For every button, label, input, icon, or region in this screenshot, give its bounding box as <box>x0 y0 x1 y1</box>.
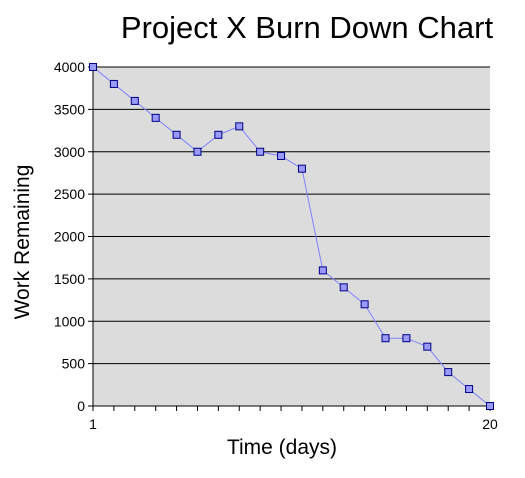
data-point <box>297 164 306 173</box>
y-tick-label: 2000 <box>54 229 85 245</box>
y-axis-label: Work Remaining <box>11 165 34 320</box>
data-point <box>151 113 160 122</box>
chart-title: Project X Burn Down Chart <box>121 10 494 45</box>
plot-area: 0 500 1000 1500 2000 2500 3000 3500 4000 1 20 <box>54 59 498 432</box>
data-point <box>130 96 139 105</box>
data-point <box>172 130 181 139</box>
y-tick-label: 500 <box>62 356 86 372</box>
y-tick-label: 3500 <box>54 101 85 117</box>
y-tick-label: 4000 <box>54 59 85 75</box>
data-point <box>214 130 223 139</box>
x-tick-label: 20 <box>482 416 498 432</box>
data-point <box>89 63 97 71</box>
data-point <box>109 79 118 88</box>
data-point <box>360 300 369 309</box>
data-point <box>235 122 244 131</box>
data-point <box>402 334 411 343</box>
data-point <box>486 402 494 410</box>
x-axis-label: Time (days) <box>227 436 337 459</box>
y-tick-label: 1500 <box>54 271 85 287</box>
data-point <box>339 283 348 292</box>
data-point <box>444 368 453 377</box>
y-tick-label: 2500 <box>54 186 85 202</box>
data-point <box>256 147 265 156</box>
data-point <box>318 266 327 275</box>
data-point <box>423 342 432 351</box>
y-tick-label: 3000 <box>54 144 85 160</box>
data-point <box>193 147 202 156</box>
data-point <box>381 334 390 343</box>
y-tick-label: 0 <box>77 398 85 414</box>
data-point <box>277 151 286 160</box>
data-point <box>465 385 474 394</box>
y-tick-label: 1000 <box>54 313 85 329</box>
x-tick-label: 1 <box>89 416 97 432</box>
